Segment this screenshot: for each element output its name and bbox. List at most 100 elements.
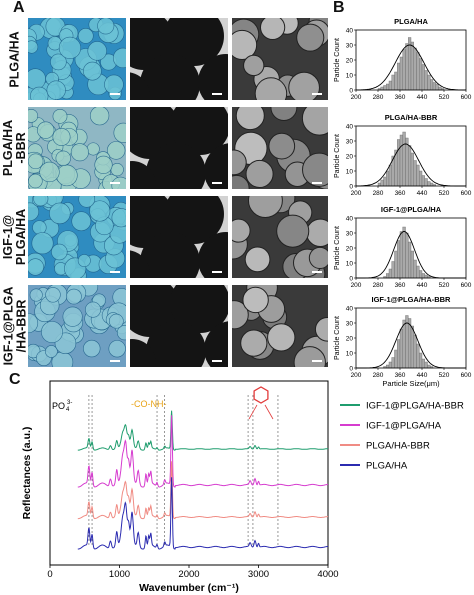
histogram-bar [427,181,431,187]
microsphere [232,174,250,189]
microsphere [116,325,126,341]
x-tick-label: 360 [395,94,406,101]
histogram-bar [388,80,392,91]
microsphere [146,143,206,189]
micrograph [232,196,328,278]
histogram-bar [386,170,390,187]
microsphere [111,208,126,228]
row-label-3: IGF-1@ PLGA/HA [1,208,28,266]
scale-bar [110,271,120,273]
microsphere [113,122,126,143]
y-tick-label: 30 [346,230,354,237]
histogram-bar [421,273,425,279]
histogram-bar [399,231,403,279]
x-tick-label: 600 [461,94,472,101]
microsphere [232,300,249,330]
histogram-bar [380,179,384,187]
microsphere [164,196,224,244]
micrograph [130,18,228,100]
y-tick-label: 40 [346,305,354,312]
annotation-po4-superscript: 3- [67,400,72,406]
x-tick-label: 1000 [109,569,130,580]
legend-label: IGF-1@PLGA/HA [366,421,442,432]
microsphere [276,214,310,248]
histogram-bar [435,83,439,91]
microsphere [51,243,68,261]
microsphere [104,74,124,95]
annotation-amide: -CO-NH- [131,399,167,409]
scale-bar [312,360,322,362]
microsphere [170,107,228,155]
microsphere [198,54,228,100]
histogram-bar [388,361,392,369]
x-tick-label: 520 [439,372,450,379]
y-tick-label: 30 [346,42,354,49]
histogram-bar [380,86,384,91]
histogram-bar [424,70,428,91]
microsphere [130,161,156,189]
ftir-spectra-chart: IGF-1@PLGA/HA-BBR IGF-1@PLGA/HA PLGA/HA-BB… [21,380,464,594]
histogram-bar [432,82,436,91]
microsphere [308,246,328,270]
histogram-bar [410,325,414,369]
micrograph [28,196,126,278]
histogram-bar [421,175,425,187]
x-tick-label: 200 [351,94,362,101]
microsphere [259,18,286,41]
pointer-line [248,404,258,420]
y-axis-label: Particle Count [334,38,341,82]
microsphere [140,232,200,278]
histogram-bar [405,232,409,279]
histogram-bar [419,352,423,369]
microsphere [302,152,328,187]
x-tick-label: 360 [395,372,406,379]
scale-bar [212,93,222,95]
microsphere [55,150,71,166]
microsphere [108,313,124,329]
microsphere [268,132,296,160]
microsphere [37,121,55,139]
histogram-bar [438,86,442,91]
y-tick-label: 10 [346,350,354,357]
microsphere [130,250,150,278]
histogram-bar [377,182,381,187]
micrograph [130,285,228,367]
micrograph [232,107,328,189]
histogram-bar [413,47,417,91]
microsphere [112,47,126,69]
micrograph [28,285,126,367]
y-axis-label: Reflectances (a.u.) [21,427,33,520]
histogram-bar [413,334,417,369]
x-tick-label: 520 [439,94,450,101]
scale-bar [312,271,322,273]
microsphere [46,80,66,100]
microsphere [146,321,206,367]
y-tick-label: 40 [346,215,354,222]
x-axis-label: Particle Size(μm) [382,379,440,388]
scale-bar [110,360,120,362]
microsphere [89,200,111,222]
scale-bar [212,182,222,184]
microsphere [108,340,126,358]
microsphere [288,71,320,100]
microsphere [87,41,107,61]
x-tick-label: 600 [461,282,472,289]
microsphere [50,53,67,71]
histogram-title: PLGA/HA [394,17,428,26]
histogram-1: PLGA/HA 0 10 20 30 40 200 280 360 440 520 600 Partic… [334,17,472,101]
y-axis-label: Particle Count [334,134,341,178]
microsphere [28,173,43,189]
y-tick-label: 10 [346,72,354,79]
microsphere [83,339,101,358]
histogram-bar [416,265,420,279]
panel-c-letter: C [9,371,21,388]
y-tick-label: 0 [349,87,353,94]
microsphere [232,29,258,60]
microsphere [83,61,102,81]
microsphere [78,196,96,208]
microsphere [247,196,283,218]
annotation-po4: PO [52,401,65,411]
histogram-bar [424,274,428,279]
microsphere [28,258,44,276]
histogram-4: IGF-1@PLGA/HA-BBR 0 10 20 30 40 200 280 360 440 52… [334,295,472,379]
